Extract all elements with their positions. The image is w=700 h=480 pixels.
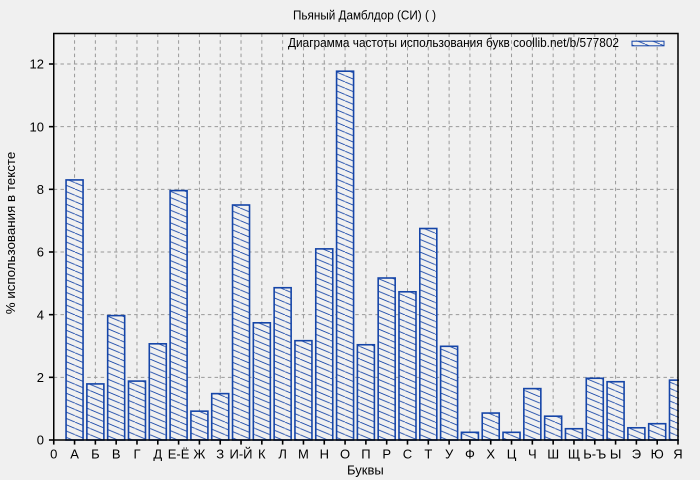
svg-text:Диаграмма частоты использовани: Диаграмма частоты использования букв coo… [288,35,619,50]
svg-text:И-Й: И-Й [230,447,253,462]
svg-text:12: 12 [30,57,44,72]
svg-text:Ч: Ч [528,447,537,462]
svg-text:6: 6 [37,245,44,260]
svg-text:Пьяный Дамблдор (СИ) ( ): Пьяный Дамблдор (СИ) ( ) [293,8,436,23]
svg-text:8: 8 [37,182,44,197]
svg-text:Ж: Ж [193,447,205,462]
svg-text:В: В [112,447,121,462]
svg-text:К: К [258,447,266,462]
svg-text:З: З [216,447,224,462]
svg-text:% использования в тексте: % использования в тексте [3,152,18,315]
svg-text:Т: Т [424,447,432,462]
svg-text:Я: Я [673,447,682,462]
svg-text:Б: Б [91,447,100,462]
svg-text:2: 2 [37,370,44,385]
svg-text:Р: Р [382,447,391,462]
svg-text:У: У [445,447,454,462]
svg-text:Ю: Ю [651,447,664,462]
svg-text:Ь-Ъ: Ь-Ъ [583,447,606,462]
svg-text:О: О [340,447,350,462]
svg-text:Щ: Щ [568,447,580,462]
svg-text:0: 0 [50,447,57,462]
svg-text:Н: Н [320,447,329,462]
svg-text:Ф: Ф [465,447,475,462]
svg-text:С: С [403,447,412,462]
svg-text:4: 4 [37,307,44,322]
svg-text:Ц: Ц [507,447,517,462]
svg-text:10: 10 [30,119,44,134]
svg-text:Д: Д [153,447,162,462]
svg-text:Л: Л [278,447,287,462]
svg-text:М: М [298,447,309,462]
svg-text:Э: Э [632,447,641,462]
svg-text:Буквы: Буквы [347,463,384,478]
svg-text:Е-Ё: Е-Ё [168,447,190,462]
svg-text:Ш: Ш [547,447,559,462]
svg-text:П: П [361,447,370,462]
svg-text:Х: Х [486,447,495,462]
svg-text:А: А [70,447,79,462]
svg-text:0: 0 [37,433,44,448]
svg-text:Г: Г [133,447,140,462]
svg-text:Ы: Ы [610,447,622,462]
